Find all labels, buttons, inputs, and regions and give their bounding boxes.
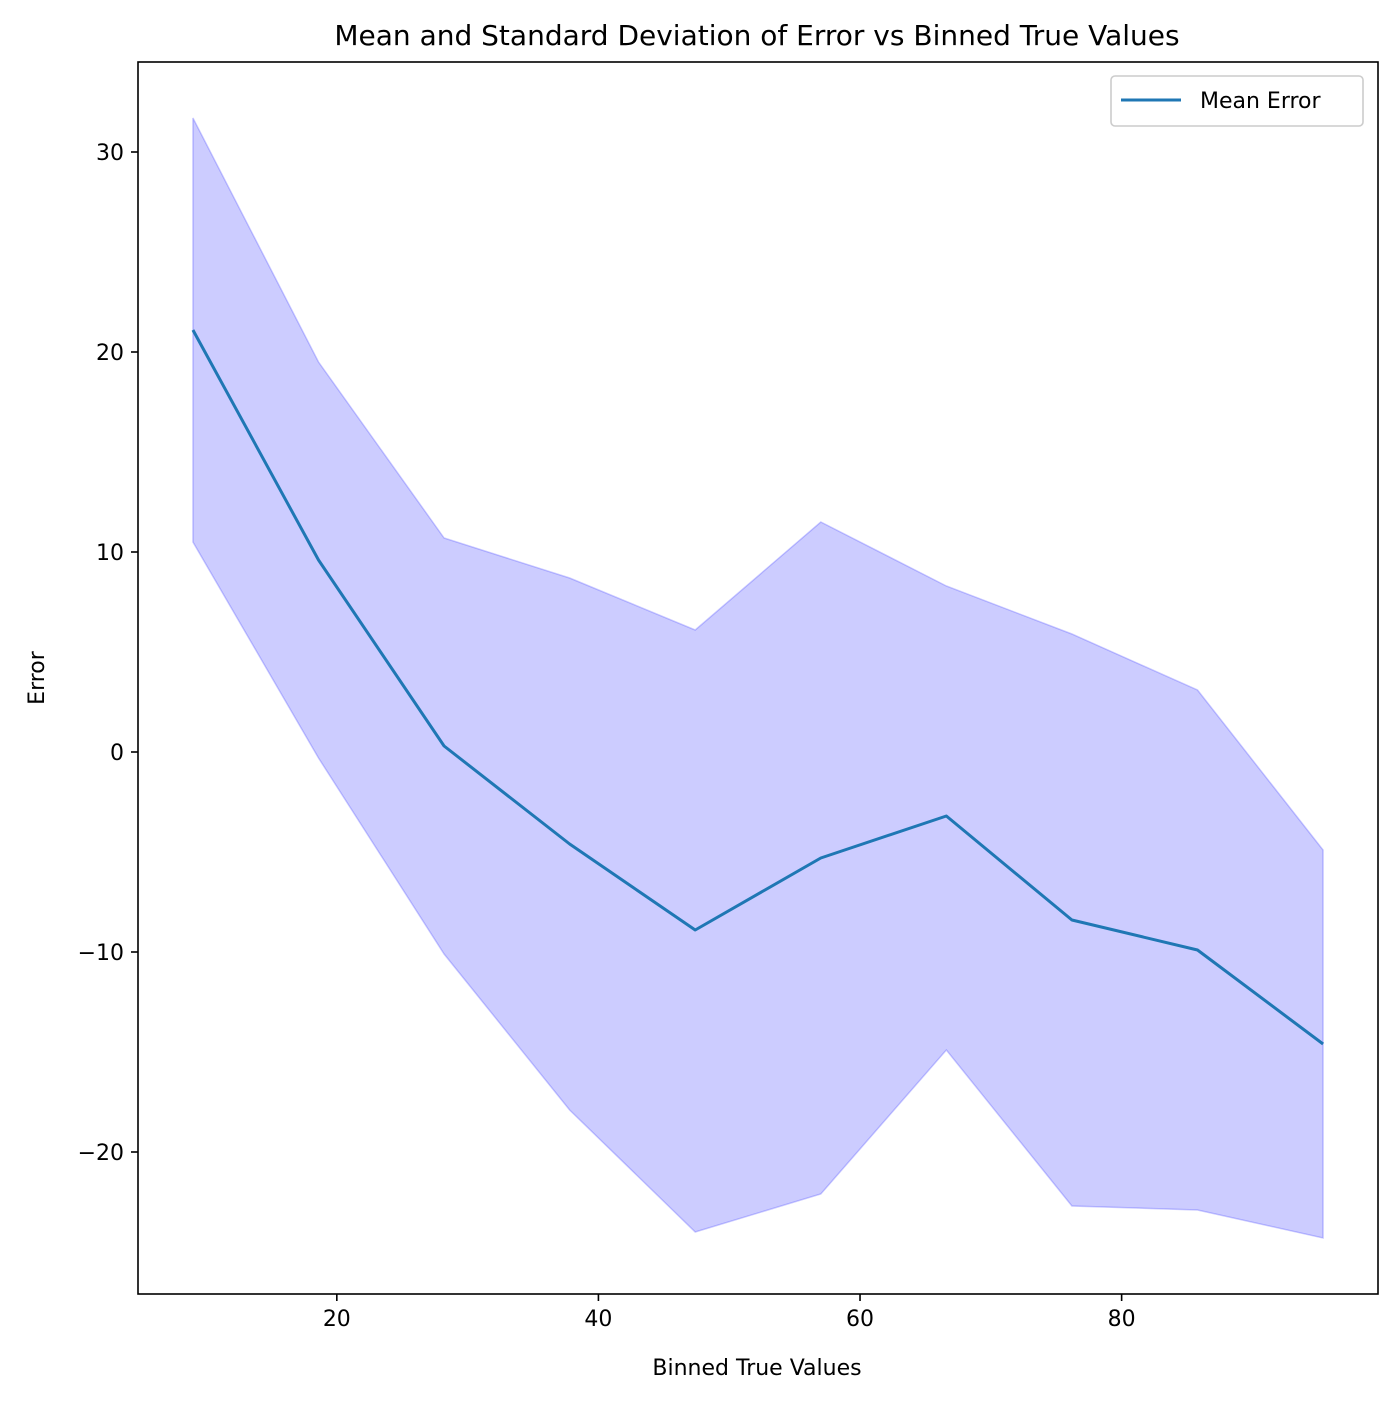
legend: Mean Error [1110,75,1364,127]
y-axis-label: Error [25,650,50,705]
y-tick-label: −20 [78,1141,124,1166]
y-tick-label: 10 [96,541,124,566]
plot-area [191,117,1324,1239]
x-axis: 20 40 60 80 [323,1294,1136,1332]
y-tick-label: 20 [96,341,124,366]
y-tick-label: 30 [96,141,124,166]
x-tick-label: 60 [846,1307,874,1332]
x-axis-label: Binned True Values [652,1356,861,1381]
x-tick-label: 40 [584,1307,612,1332]
y-tick-label: 0 [110,741,124,766]
std-band [192,117,1324,1239]
mean-error-line [191,329,1324,1046]
x-tick-label: 80 [1108,1307,1136,1332]
y-tick-label: −10 [78,941,124,966]
legend-entry-mean-error: Mean Error [1200,89,1322,114]
chart-title: Mean and Standard Deviation of Error vs … [334,19,1179,52]
x-tick-label: 20 [323,1307,351,1332]
legend-box [1110,75,1364,127]
plot-frame [137,61,1379,1295]
y-axis: −20 −10 0 10 20 30 [78,141,138,1166]
